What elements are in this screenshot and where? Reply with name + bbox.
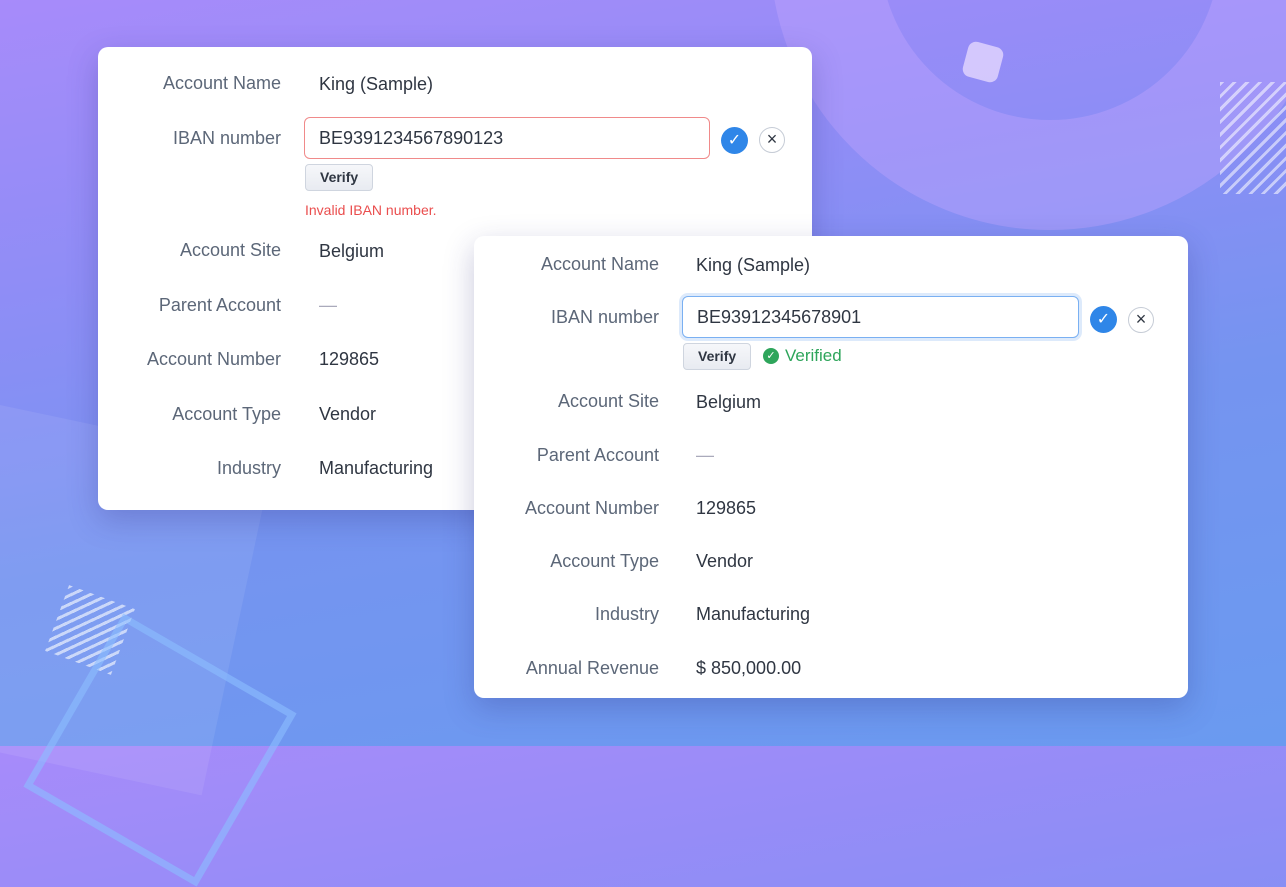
parent-account-value: —	[319, 295, 337, 315]
parent-account-value: —	[696, 445, 714, 465]
save-check-icon[interactable]: ✓	[1090, 306, 1117, 333]
industry-label: Industry	[216, 458, 281, 478]
account-number-label: Account Number	[146, 349, 281, 369]
iban-input[interactable]: BE9391234567890123	[304, 117, 710, 159]
account-site-value: Belgium	[696, 392, 762, 412]
iban-label: IBAN number	[172, 128, 281, 148]
account-number-value: 129865	[696, 498, 757, 518]
verified-status: ✓ Verified	[763, 346, 842, 366]
account-site-label: Account Site	[179, 240, 281, 260]
cancel-close-icon[interactable]: ×	[1128, 307, 1154, 333]
verify-button[interactable]: Verify	[305, 164, 374, 191]
account-name-value: King (Sample)	[319, 74, 434, 94]
background-stripes	[1220, 82, 1286, 194]
iban-input[interactable]: BE93912345678901	[682, 296, 1079, 338]
background-ring	[770, 0, 1286, 230]
cancel-close-icon[interactable]: ×	[759, 127, 785, 153]
account-type-label: Account Type	[550, 551, 659, 571]
verified-check-icon: ✓	[763, 348, 779, 364]
account-type-value: Vendor	[696, 551, 754, 571]
account-name-label: Account Name	[540, 254, 659, 274]
account-type-label: Account Type	[172, 404, 281, 424]
industry-value: Manufacturing	[319, 458, 434, 478]
annual-revenue-value: $ 850,000.00	[696, 658, 802, 678]
account-name-value: King (Sample)	[696, 255, 811, 275]
industry-label: Industry	[594, 604, 659, 624]
verify-button[interactable]: Verify	[683, 343, 752, 370]
account-type-value: Vendor	[319, 404, 377, 424]
account-number-label: Account Number	[524, 498, 659, 518]
account-card-valid: Account Name King (Sample) IBAN number B…	[474, 236, 1188, 698]
account-site-value: Belgium	[319, 241, 385, 261]
save-check-icon[interactable]: ✓	[721, 127, 748, 154]
account-name-label: Account Name	[162, 73, 281, 93]
parent-account-label: Parent Account	[158, 295, 281, 315]
iban-label: IBAN number	[550, 307, 659, 327]
iban-error-message: Invalid IBAN number.	[305, 202, 437, 218]
industry-value: Manufacturing	[696, 604, 811, 624]
annual-revenue-label: Annual Revenue	[525, 658, 659, 678]
verified-text: Verified	[785, 346, 842, 365]
parent-account-label: Parent Account	[536, 445, 659, 465]
account-number-value: 129865	[319, 349, 380, 369]
account-site-label: Account Site	[557, 391, 659, 411]
